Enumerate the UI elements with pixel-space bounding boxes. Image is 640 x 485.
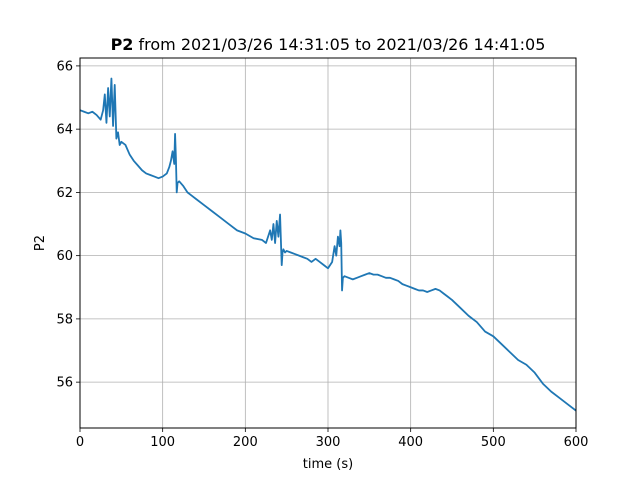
y-tick-label: 60	[56, 249, 73, 264]
x-axis-label: time (s)	[303, 457, 353, 472]
series-group	[80, 77, 576, 412]
x-tick-label: 200	[233, 435, 258, 450]
chart-title-rest: from 2021/03/26 14:31:05 to 2021/03/26 1…	[133, 35, 545, 54]
y-tick-label: 64	[56, 123, 73, 138]
x-tick-label: 300	[316, 435, 341, 450]
x-tick-label: 100	[150, 435, 175, 450]
chart-title: P2 from 2021/03/26 14:31:05 to 2021/03/2…	[111, 35, 546, 54]
y-tick-label: 62	[56, 186, 73, 201]
x-tick-label: 0	[76, 435, 84, 450]
x-tick-label: 400	[398, 435, 423, 450]
y-tick-label: 58	[56, 312, 73, 327]
chart-title-bold: P2	[111, 35, 134, 54]
y-tick-label: 56	[56, 376, 73, 391]
y-tick-label: 66	[56, 59, 73, 74]
axis-ticks: 0 100 200 300 400 500 600 56 58 60 62 64 66	[56, 59, 588, 450]
series-line-0	[80, 77, 576, 412]
x-tick-label: 500	[481, 435, 506, 450]
y-axis-label: P2	[33, 235, 48, 251]
x-tick-label: 600	[564, 435, 589, 450]
